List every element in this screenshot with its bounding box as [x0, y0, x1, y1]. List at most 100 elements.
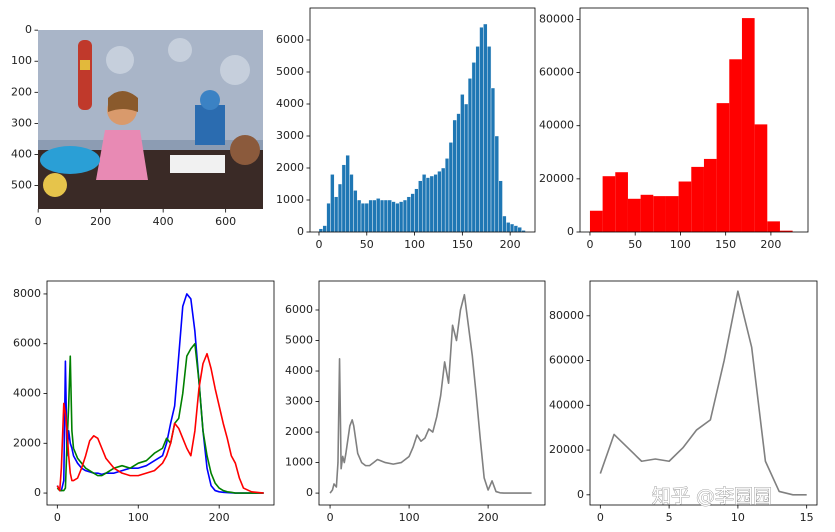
hist-bar — [589, 210, 603, 232]
x-tick-label: 200 — [90, 215, 111, 228]
x-tick-label: 0 — [586, 238, 593, 251]
y-tick-label: 1000 — [285, 456, 313, 469]
hist-bar — [741, 18, 755, 232]
hist-bar — [330, 174, 335, 233]
hist-bar — [395, 202, 400, 233]
hist-bar — [716, 103, 730, 233]
y-tick-label: 4000 — [276, 97, 304, 110]
x-tick-label: 150 — [715, 238, 736, 251]
hist-bar — [471, 62, 476, 233]
y-tick-label: 80000 — [549, 309, 584, 322]
x-tick-label: 50 — [360, 238, 374, 251]
hist-bar — [498, 180, 503, 233]
series-line — [329, 293, 532, 494]
y-tick-label: 60000 — [549, 354, 584, 367]
hist-bar — [460, 94, 465, 233]
y-tick-label: 0 — [577, 488, 584, 501]
series-line — [56, 352, 264, 494]
hist-bar — [353, 190, 358, 233]
hist-bar — [479, 27, 484, 233]
axes-frame — [46, 280, 275, 506]
y-tick-label: 60000 — [539, 66, 574, 79]
axes-frame — [318, 280, 546, 506]
hist-bar — [337, 183, 343, 233]
y-tick-label: 500 — [11, 179, 32, 192]
y-tick-label: 2000 — [285, 425, 313, 438]
y-tick-label: 5000 — [285, 334, 313, 347]
hist-bar — [456, 113, 461, 233]
y-tick-label: 3000 — [276, 129, 304, 142]
hist-bar — [402, 199, 408, 233]
y-tick-label: 20000 — [539, 172, 574, 185]
hist-bar — [345, 154, 350, 233]
y-tick-label: 4000 — [13, 386, 41, 399]
series-line — [599, 290, 807, 496]
y-tick-label: 6000 — [13, 337, 41, 350]
x-tick-label: 0 — [35, 215, 42, 228]
hist-bar — [383, 199, 389, 233]
hist-bar — [425, 177, 431, 233]
hist-bar — [406, 196, 411, 233]
hist-bar — [640, 194, 654, 232]
hist-bar — [691, 166, 704, 232]
y-tick-label: 20000 — [549, 443, 584, 456]
hist-bar — [429, 175, 434, 233]
hist-bar — [627, 198, 641, 232]
x-tick-label: 50 — [628, 238, 642, 251]
x-tick-label: 100 — [128, 511, 149, 524]
hist-bar — [379, 199, 385, 233]
hist-bar — [376, 198, 381, 233]
y-tick-label: 80000 — [539, 12, 574, 25]
hist-bar — [494, 135, 499, 233]
x-tick-label: 100 — [670, 238, 691, 251]
hist-bar — [372, 199, 377, 233]
hist-bar — [483, 23, 488, 233]
hist-bar — [318, 228, 324, 233]
hist-bar — [703, 158, 717, 232]
hist-bar — [502, 215, 507, 233]
hist-bar — [509, 223, 515, 233]
hist-bar — [360, 202, 366, 233]
x-tick-label: 200 — [478, 511, 499, 524]
x-tick-label: 200 — [500, 238, 521, 251]
hist-bar — [444, 158, 450, 233]
hist-bar — [326, 202, 331, 233]
x-tick-label: 0 — [597, 511, 604, 524]
y-tick-label: 3000 — [285, 395, 313, 408]
x-tick-label: 200 — [209, 511, 230, 524]
x-tick-label: 0 — [54, 511, 61, 524]
hist-bar — [729, 59, 742, 233]
hist-bar — [665, 196, 679, 232]
hist-bar — [490, 87, 496, 233]
x-tick-label: 100 — [399, 511, 420, 524]
x-tick-label: 15 — [800, 511, 814, 524]
hist-bar — [678, 181, 692, 232]
hist-bar — [475, 46, 480, 233]
hist-bar — [357, 199, 362, 233]
y-tick-label: 5000 — [276, 65, 304, 78]
x-tick-label: 400 — [153, 215, 174, 228]
hist-bar — [467, 78, 473, 233]
x-tick-label: 0 — [315, 238, 322, 251]
hist-bar — [391, 201, 396, 233]
axes-frame — [309, 7, 536, 233]
hist-bar — [422, 174, 427, 233]
axes-frame — [579, 7, 809, 233]
y-tick-label: 200 — [11, 85, 32, 98]
hist-bar — [779, 230, 793, 232]
hist-bar — [418, 180, 423, 233]
hist-bar — [653, 196, 666, 232]
y-tick-label: 6000 — [276, 33, 304, 46]
series-line — [56, 293, 264, 494]
hist-bar — [506, 222, 511, 233]
y-tick-label: 0 — [25, 23, 32, 36]
hist-bar — [448, 142, 453, 233]
y-tick-label: 0 — [297, 225, 304, 238]
hist-bar — [452, 119, 457, 233]
y-tick-label: 0 — [567, 225, 574, 238]
x-tick-label: 100 — [404, 238, 425, 251]
watermark: 知乎 @李园园 — [652, 486, 772, 508]
hist-bar — [441, 167, 446, 233]
x-tick-label: 600 — [215, 215, 236, 228]
hist-bar — [615, 172, 628, 232]
